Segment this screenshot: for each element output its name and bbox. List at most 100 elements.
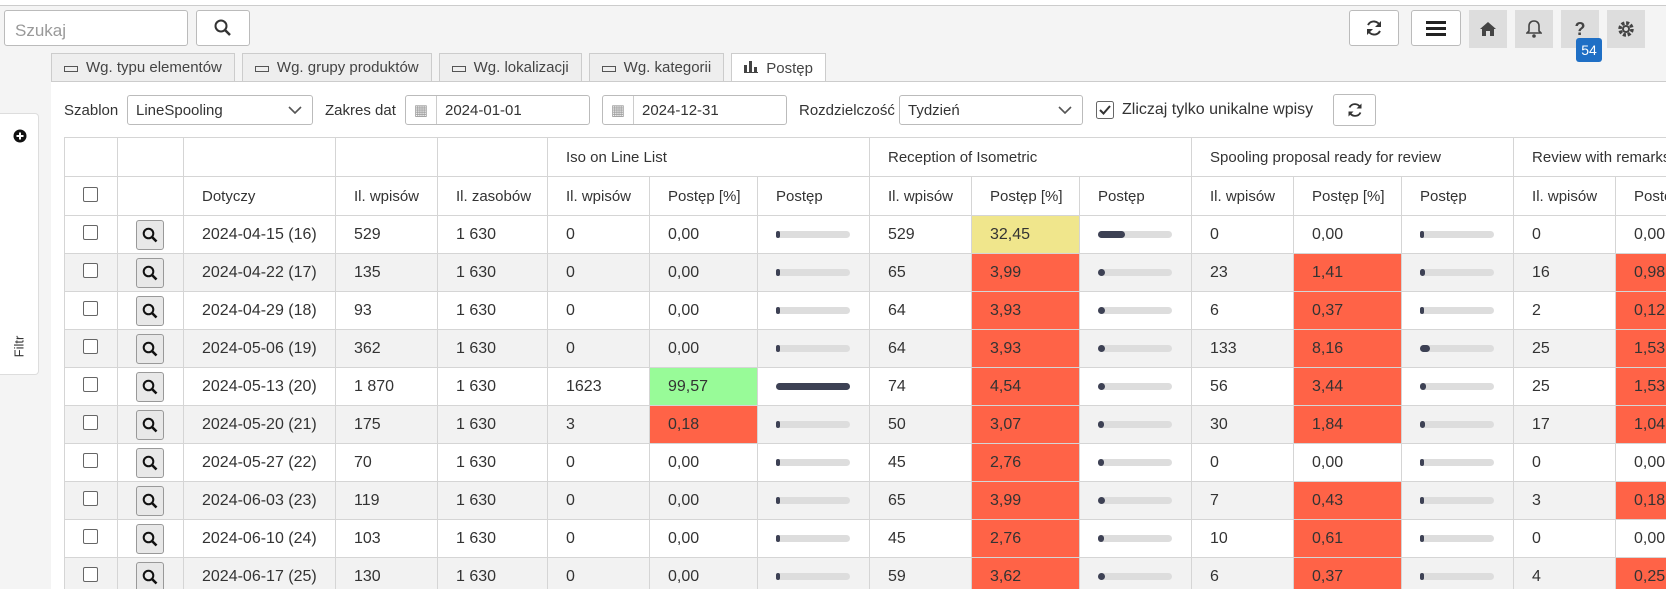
percent-cell: 3,99 <box>972 254 1080 292</box>
progress-track <box>776 231 850 238</box>
refresh-button[interactable] <box>1349 10 1399 46</box>
column-header: Il. wpisów <box>336 177 438 216</box>
checkbox[interactable] <box>83 187 98 202</box>
date-to[interactable]: ▦2024-12-31 <box>602 95 787 125</box>
top-line <box>0 0 1666 6</box>
cell <box>118 216 184 254</box>
details-button[interactable] <box>136 296 164 326</box>
progress-track <box>1420 345 1494 352</box>
progress-track <box>1098 573 1172 580</box>
cell: 0 <box>548 292 650 330</box>
cell <box>65 368 118 406</box>
cell: 2024-06-03 (23) <box>184 482 336 520</box>
template-select[interactable]: LineSpooling <box>127 95 313 125</box>
details-button[interactable] <box>136 448 164 478</box>
percent-cell: 8,16 <box>1294 330 1402 368</box>
home-button[interactable] <box>1469 10 1507 48</box>
cell: 6 <box>1192 292 1294 330</box>
checkbox[interactable] <box>83 377 98 392</box>
progress-fill <box>1420 421 1425 428</box>
tab[interactable]: Wg. kategorii <box>589 53 725 81</box>
checkbox[interactable] <box>83 491 98 506</box>
chevron <box>288 106 302 114</box>
percent-cell: 0,25 <box>1616 558 1666 589</box>
progress-fill <box>776 269 780 276</box>
progress-track <box>1420 383 1494 390</box>
tab[interactable]: Wg. grupy produktów <box>242 53 432 81</box>
search-input[interactable]: Szukaj <box>4 10 188 46</box>
checkbox[interactable] <box>83 339 98 354</box>
percent-cell: 0,18 <box>1616 482 1666 520</box>
search-button[interactable] <box>196 10 250 46</box>
cell: 2024-06-17 (25) <box>184 558 336 589</box>
checkbox[interactable] <box>83 225 98 240</box>
header-cell <box>118 138 184 177</box>
percent-cell: 3,99 <box>972 482 1080 520</box>
checkbox[interactable] <box>83 453 98 468</box>
cell: 56 <box>1192 368 1294 406</box>
details-button[interactable] <box>136 258 164 288</box>
tab[interactable]: Wg. lokalizacji <box>439 53 582 81</box>
filter-sidebar[interactable]: Filtr <box>0 113 39 375</box>
checkbox[interactable] <box>83 415 98 430</box>
progress-fill <box>1098 535 1104 542</box>
header-cell <box>336 138 438 177</box>
column-header: Il. wpisów <box>870 177 972 216</box>
details-button[interactable] <box>136 524 164 554</box>
progress-cell <box>1080 216 1192 254</box>
progress-track <box>1420 231 1494 238</box>
percent-cell: 0,00 <box>650 330 758 368</box>
progress-track <box>1098 269 1172 276</box>
progress-fill <box>776 459 780 466</box>
tab-label: Wg. kategorii <box>624 59 712 76</box>
cell <box>65 520 118 558</box>
menu-button[interactable] <box>1411 10 1461 46</box>
checkbox[interactable] <box>83 529 98 544</box>
percent-cell: 99,57 <box>650 368 758 406</box>
progress-track <box>1420 573 1494 580</box>
checkbox[interactable] <box>83 567 98 582</box>
group-header: Review with remarks <box>1514 138 1666 177</box>
cell: 2024-04-22 (17) <box>184 254 336 292</box>
details-button[interactable] <box>136 486 164 516</box>
percent-cell: 0,00 <box>650 292 758 330</box>
progress-cell <box>758 292 870 330</box>
cell: 1 630 <box>438 216 548 254</box>
details-button[interactable] <box>136 372 164 402</box>
cell: 2024-05-20 (21) <box>184 406 336 444</box>
bell-button[interactable] <box>1515 10 1553 48</box>
tab-icon <box>602 59 616 76</box>
progress-cell <box>1402 406 1514 444</box>
details-button[interactable] <box>136 410 164 440</box>
column-header: Postęp [%] <box>1616 177 1666 216</box>
progress-track <box>776 535 850 542</box>
unique-toggle[interactable]: Zliczaj tylko unikalne wpisy <box>1096 101 1313 119</box>
checkbox[interactable] <box>83 263 98 278</box>
tab[interactable]: Wg. typu elementów <box>51 53 235 81</box>
cell: 119 <box>336 482 438 520</box>
cell: 0 <box>548 444 650 482</box>
resolution-select[interactable]: Tydzień <box>899 95 1083 125</box>
details-button[interactable] <box>136 562 164 589</box>
checkbox[interactable] <box>83 301 98 316</box>
cell: 0 <box>1514 520 1616 558</box>
cell <box>118 254 184 292</box>
progress-track <box>776 497 850 504</box>
settings-button[interactable] <box>1607 10 1645 48</box>
tab[interactable]: Postęp <box>731 53 826 82</box>
progress-fill <box>1098 383 1105 390</box>
progress-fill <box>1420 231 1424 238</box>
apply-button[interactable] <box>1333 94 1376 126</box>
details-button[interactable] <box>136 334 164 364</box>
cell: 25 <box>1514 368 1616 406</box>
tab-icon <box>255 59 269 76</box>
date-from[interactable]: ▦2024-01-01 <box>405 95 590 125</box>
tab-label: Wg. typu elementów <box>86 59 222 76</box>
calendar-icon: ▦ <box>406 96 437 124</box>
progress-track <box>1098 345 1172 352</box>
details-button[interactable] <box>136 220 164 250</box>
progress-fill <box>776 231 780 238</box>
percent-cell: 0,00 <box>1294 216 1402 254</box>
